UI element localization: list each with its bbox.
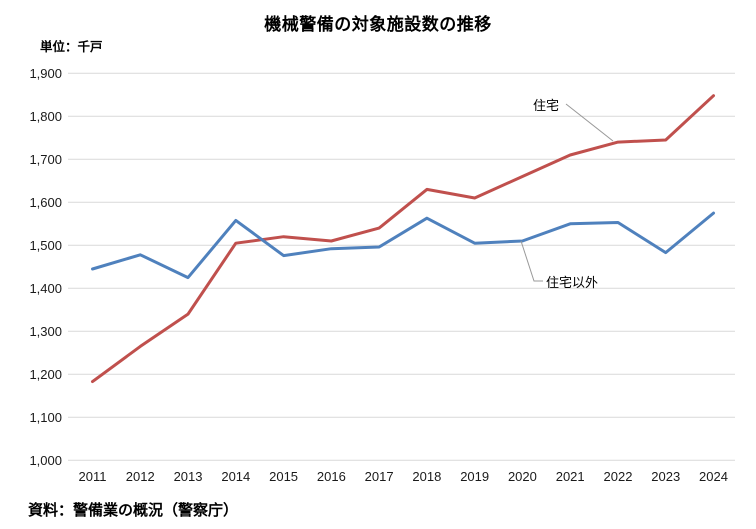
x-tick-label: 2020 xyxy=(508,469,537,484)
y-tick-label: 1,700 xyxy=(29,152,62,167)
chart-title: 機械警備の対象施設数の推移 xyxy=(264,15,492,34)
unit-label: 単位：千戸 xyxy=(40,40,103,54)
y-tick-label: 1,100 xyxy=(29,410,62,425)
y-tick-label: 1,000 xyxy=(29,453,62,468)
y-tick-label: 1,200 xyxy=(29,367,62,382)
annotation-leader xyxy=(565,103,614,142)
series-line-housing xyxy=(91,94,715,384)
y-tick-label: 1,500 xyxy=(29,238,62,253)
x-tick-label: 2017 xyxy=(365,469,394,484)
x-tick-label: 2011 xyxy=(79,469,107,484)
x-tick-label: 2019 xyxy=(460,469,489,484)
annotation-leader xyxy=(520,240,543,282)
y-tick-label: 1,900 xyxy=(29,66,62,81)
series-label: 住宅以外 xyxy=(546,275,598,290)
source-note: 資料：警備業の概況（警察庁） xyxy=(28,502,239,519)
series-line-non-housing xyxy=(91,211,715,280)
x-tick-label: 2023 xyxy=(651,469,680,484)
x-tick-label: 2018 xyxy=(412,469,441,484)
series-label: 住宅 xyxy=(533,98,559,113)
x-tick-label: 2016 xyxy=(317,469,346,484)
y-tick-label: 1,300 xyxy=(29,324,62,339)
y-tick-label: 1,800 xyxy=(29,109,62,124)
x-tick-label: 2012 xyxy=(126,469,155,484)
x-tick-label: 2015 xyxy=(269,469,298,484)
x-tick-label: 2024 xyxy=(699,469,728,484)
x-tick-label: 2021 xyxy=(556,469,585,484)
x-tick-label: 2022 xyxy=(604,469,633,484)
y-tick-label: 1,600 xyxy=(29,195,62,210)
x-tick-label: 2013 xyxy=(174,469,203,484)
x-tick-label: 2014 xyxy=(221,469,250,484)
y-tick-label: 1,400 xyxy=(29,281,62,296)
